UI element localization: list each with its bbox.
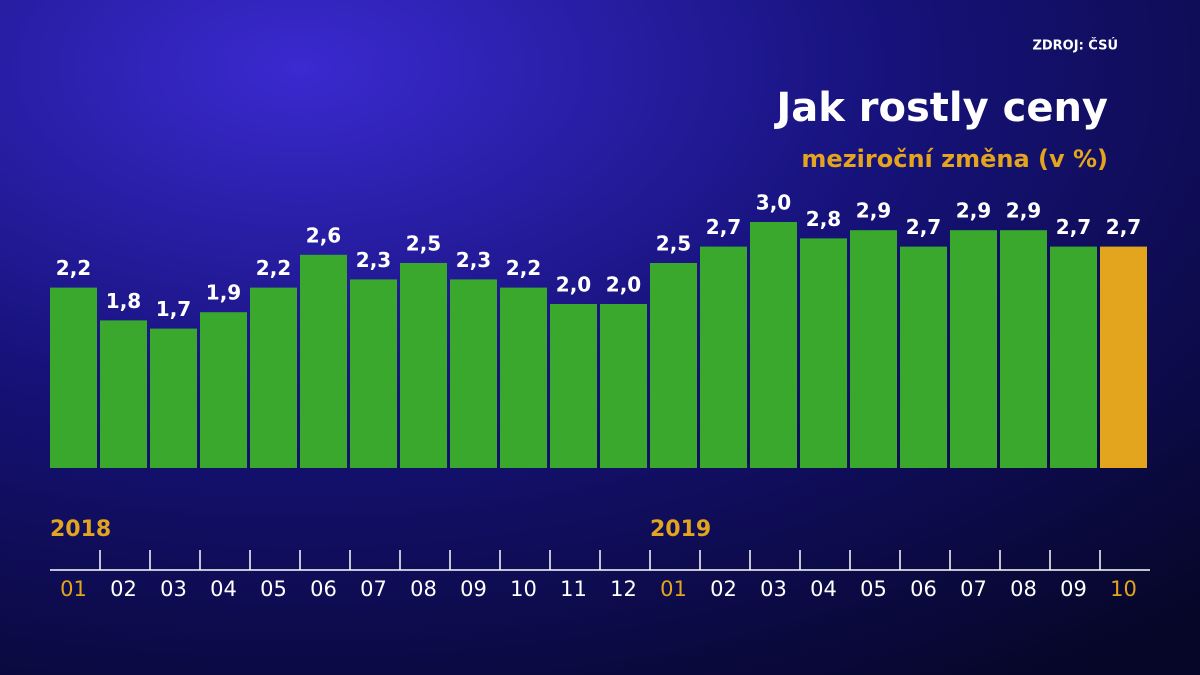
value-label: 2,9 [1006,199,1041,223]
bar [300,254,347,468]
x-tick-label: 01 [660,577,687,601]
x-tick-label: 08 [410,577,437,601]
x-tick-label: 03 [760,577,787,601]
value-label: 1,7 [156,297,191,321]
value-label: 2,7 [1056,215,1091,239]
bar [700,246,747,468]
value-label: 2,2 [56,256,91,280]
x-tick-label: 04 [810,577,837,601]
bar [1100,246,1147,468]
x-tick-label: 08 [1010,577,1037,601]
bar [50,287,97,468]
value-label: 2,3 [356,248,391,272]
x-tick-label: 12 [610,577,637,601]
x-tick-label: 07 [960,577,987,601]
x-tick-label: 06 [910,577,937,601]
bar [850,230,897,468]
value-label: 2,2 [506,256,541,280]
value-label: 2,7 [706,215,741,239]
value-label: 2,0 [556,273,591,297]
bar [400,263,447,468]
x-tick-label: 10 [1110,577,1137,601]
bar [600,304,647,468]
value-label: 1,8 [106,289,141,313]
x-tick-label: 05 [260,577,287,601]
bar [450,279,497,468]
x-tick-label: 10 [510,577,537,601]
chart-subtitle: meziroční změna (v %) [801,145,1108,173]
value-label: 2,5 [406,232,441,256]
x-tick-label: 06 [310,577,337,601]
x-tick-label: 09 [1060,577,1087,601]
x-tick-label: 07 [360,577,387,601]
value-label: 2,6 [306,223,341,247]
value-label: 2,7 [906,215,941,239]
bar [1000,230,1047,468]
value-label: 2,9 [856,199,891,223]
x-tick-label: 02 [710,577,737,601]
bar [950,230,997,468]
x-tick-label: 09 [460,577,487,601]
bar [150,328,197,468]
value-label: 2,9 [956,199,991,223]
value-label: 1,9 [206,281,241,305]
bar [1050,246,1097,468]
value-label: 2,2 [256,256,291,280]
bar [550,304,597,468]
bar [500,287,547,468]
chart-title: Jak rostly ceny [773,85,1108,131]
bar [800,238,847,468]
value-label: 2,8 [806,207,841,231]
bar [100,320,147,468]
x-tick-label: 01 [60,577,87,601]
bar [250,287,297,468]
x-tick-label: 04 [210,577,237,601]
bar [650,263,697,468]
bar [350,279,397,468]
x-tick-label: 03 [160,577,187,601]
x-tick-label: 11 [560,577,587,601]
value-label: 2,5 [656,232,691,256]
x-tick-label: 02 [110,577,137,601]
bar [900,246,947,468]
bar [750,222,797,468]
year-label: 2018 [50,517,111,542]
source: ZDROJ: ČSÚ [1032,38,1118,54]
value-label: 2,7 [1106,215,1141,239]
bar [200,312,247,468]
value-label: 2,3 [456,248,491,272]
year-label: 2019 [650,517,711,542]
x-tick-label: 05 [860,577,887,601]
value-label: 2,0 [606,273,641,297]
value-label: 3,0 [756,191,791,215]
